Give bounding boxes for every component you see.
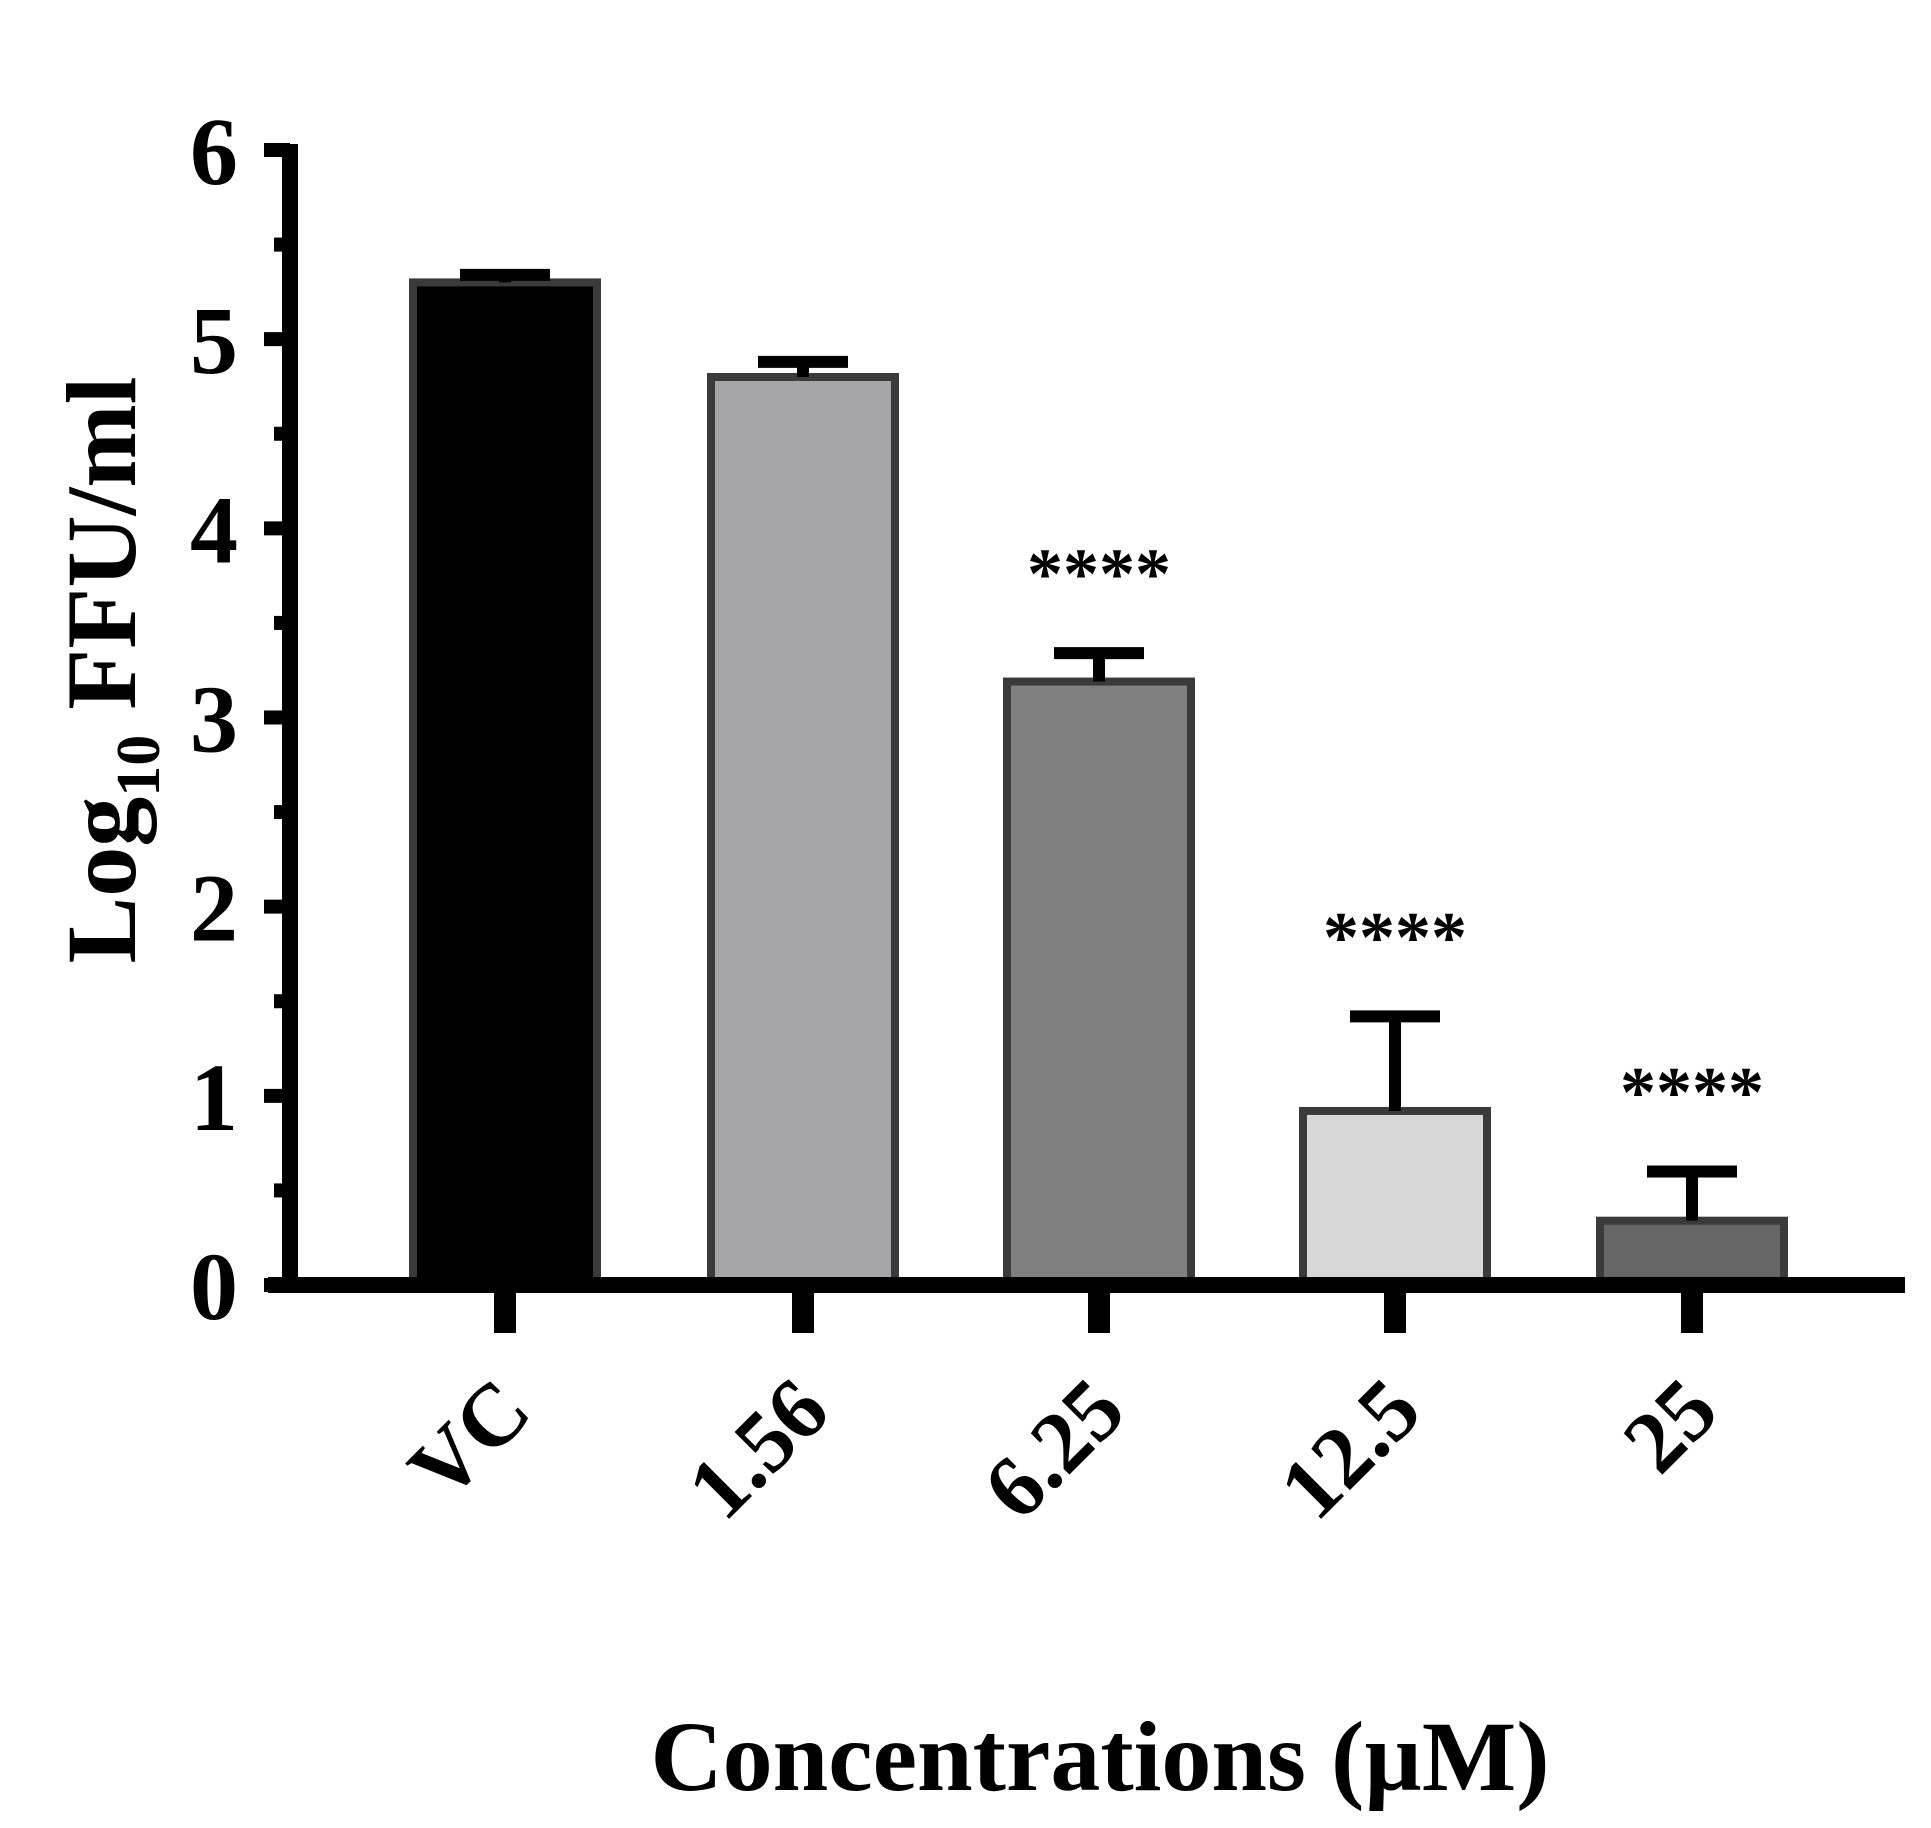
y-tick-label-1: 1 — [190, 1044, 238, 1151]
x-axis-title: Concentrations (µM) — [650, 1701, 1549, 1812]
y-tick-label-6: 6 — [190, 98, 238, 205]
x-tick-label-1: 1.56 — [670, 1361, 847, 1538]
y-tick-label-0: 0 — [190, 1233, 238, 1340]
y-tick-label-5: 5 — [190, 287, 238, 394]
x-tick-label-3: 12.5 — [1262, 1361, 1439, 1538]
y-tick-labels: 0 1 2 3 4 5 6 — [190, 98, 238, 1340]
bar-0 — [409, 278, 601, 1289]
bar-4 — [1596, 1216, 1788, 1290]
significance-label-4: **** — [1620, 1053, 1764, 1133]
bars-group — [409, 278, 1788, 1290]
x-tick-labels: VC 1.56 6.25 12.5 25 — [391, 1361, 1736, 1538]
bar-2 — [1003, 677, 1195, 1289]
y-axis-title-main: Log — [46, 797, 157, 964]
y-axis-title-subscript: 10 — [105, 735, 173, 797]
axes-group — [264, 143, 1905, 1333]
bar-3 — [1299, 1106, 1491, 1290]
y-axis-title: Log10 FFU/ml — [46, 377, 173, 964]
y-axis-title-rest: FFU/ml — [46, 377, 157, 735]
significance-group: **** **** **** — [1027, 534, 1764, 1132]
error-bars-group — [460, 268, 1737, 1221]
significance-label-3: **** — [1323, 897, 1467, 977]
x-tick-label-4: 25 — [1605, 1361, 1736, 1492]
significance-label-2: **** — [1027, 534, 1171, 614]
x-tick-label-2: 6.25 — [966, 1361, 1143, 1538]
y-tick-label-2: 2 — [190, 855, 238, 962]
y-tick-label-4: 4 — [190, 476, 238, 583]
bar-1 — [707, 373, 899, 1289]
y-tick-label-3: 3 — [190, 666, 238, 773]
x-tick-label-0: VC — [391, 1361, 549, 1519]
